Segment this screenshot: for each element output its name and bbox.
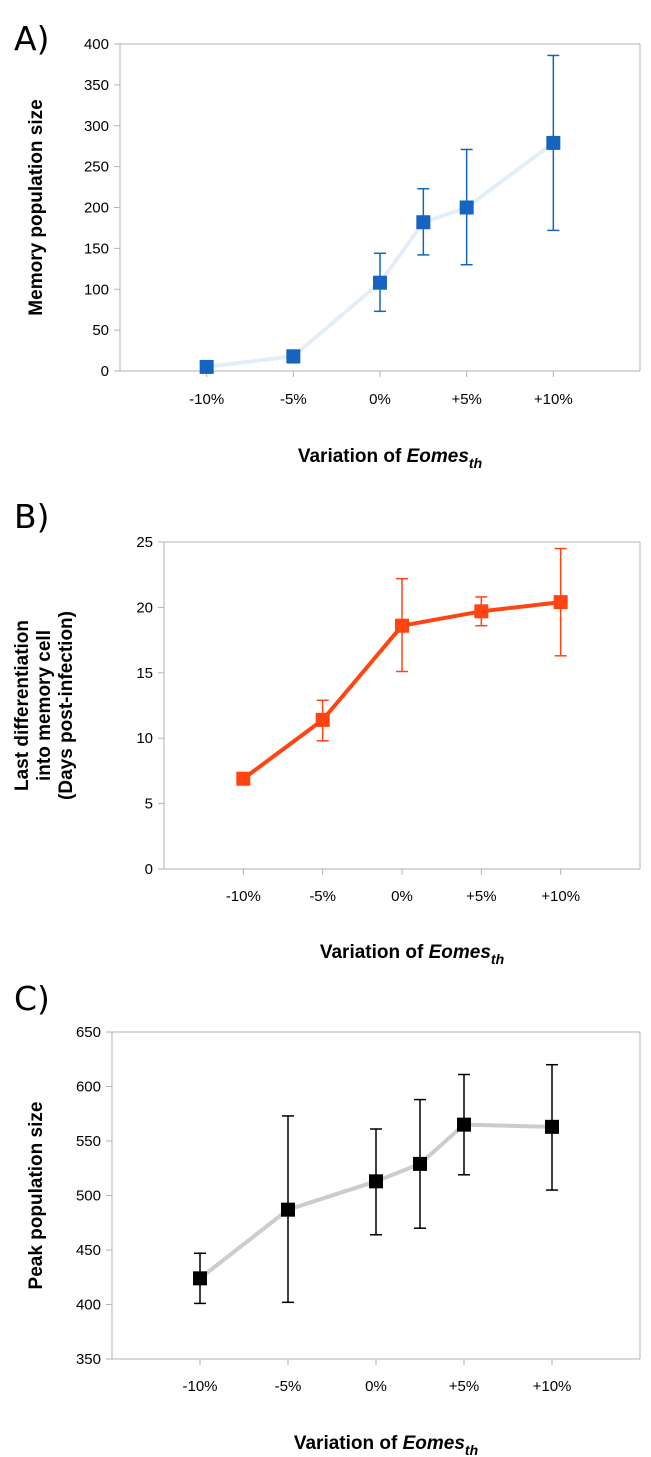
y-tick-label: 0 <box>145 861 153 878</box>
x-tick-label: +10% <box>541 888 580 905</box>
data-point <box>553 595 568 610</box>
y-tick-label: 350 <box>84 77 109 94</box>
x-tick-label: +10% <box>533 1378 572 1395</box>
data-point <box>236 771 251 786</box>
y-tick-label: 150 <box>84 240 109 257</box>
x-axis-title-text: Variation of <box>294 1433 403 1454</box>
y-tick-label: 50 <box>92 322 109 339</box>
y-tick-label: 250 <box>84 159 109 176</box>
y-tick-label: 15 <box>136 665 153 682</box>
data-point <box>546 135 561 150</box>
y-tick-label: 400 <box>84 36 109 53</box>
x-axis-title-subscript: th <box>469 455 482 471</box>
x-tick-label: +5% <box>451 391 481 408</box>
x-tick-label: +10% <box>534 391 573 408</box>
data-point <box>286 349 301 364</box>
data-point <box>457 1117 471 1132</box>
data-point <box>199 359 214 374</box>
data-point <box>395 618 409 633</box>
y-tick-label: 100 <box>84 281 109 298</box>
y-tick-label: 350 <box>76 1351 101 1368</box>
y-tick-label: 500 <box>76 1188 101 1205</box>
y-tick-label: 5 <box>145 796 153 813</box>
x-axis-title-subscript: th <box>465 1442 478 1457</box>
y-axis-title-line: into memory cell <box>34 630 55 781</box>
x-tick-label: +5% <box>449 1378 479 1395</box>
x-tick-label: -5% <box>275 1378 302 1395</box>
x-tick-label: +5% <box>466 888 496 905</box>
x-tick-label: -5% <box>280 391 307 408</box>
panel-letter: A) <box>14 19 49 58</box>
panel-letter: B) <box>14 497 50 536</box>
data-point <box>193 1271 207 1286</box>
x-axis-title-text: Variation of <box>298 446 407 467</box>
y-tick-label: 25 <box>136 534 153 551</box>
data-point <box>545 1119 559 1134</box>
x-axis-title: Variation of Eomesth <box>320 942 504 967</box>
data-point <box>416 215 431 230</box>
chart-panel-c: C) 350 400 450 500 550 600 650 -10% -5% 0% +5% +10% V… <box>14 979 641 1457</box>
y-axis-title-line: Memory population size <box>26 99 47 315</box>
y-tick-label: 600 <box>76 1079 101 1096</box>
x-axis-title-italic: Eomes <box>429 942 491 963</box>
y-tick-label: 0 <box>101 363 109 380</box>
x-axis-title-italic: Eomes <box>403 1433 465 1454</box>
data-point <box>315 712 330 727</box>
x-axis-title: Variation of Eomesth <box>294 1433 478 1457</box>
series-line <box>198 1122 553 1280</box>
data-point <box>373 275 387 290</box>
x-tick-label: -10% <box>189 391 224 408</box>
y-tick-label: 300 <box>84 118 109 135</box>
x-tick-label: -5% <box>309 888 336 905</box>
y-tick-label: 650 <box>76 1024 101 1041</box>
data-point <box>413 1156 427 1171</box>
x-axis-title-italic: Eomes <box>407 446 469 467</box>
y-tick-label: 450 <box>76 1242 101 1259</box>
x-tick-label: -10% <box>226 888 261 905</box>
y-axis-title-line: Peak population size <box>26 1102 47 1290</box>
data-point <box>459 200 474 215</box>
panel-letter: C) <box>14 979 50 1018</box>
y-tick-label: 10 <box>136 730 153 747</box>
x-axis-title: Variation of Eomesth <box>298 446 482 471</box>
x-tick-label: -10% <box>182 1378 217 1395</box>
x-tick-label: 0% <box>391 888 413 905</box>
chart-panel-b: B) 0 5 10 15 20 25 -10% -5% 0% +5% +10% Variation of… <box>12 497 641 967</box>
data-point <box>474 604 489 619</box>
y-tick-label: 20 <box>136 599 153 616</box>
series-line <box>206 141 555 369</box>
y-tick-label: 400 <box>76 1297 101 1314</box>
data-point <box>369 1174 383 1189</box>
x-axis-title-subscript: th <box>491 951 504 967</box>
y-axis-title-line: (Days post-infection) <box>56 611 77 800</box>
x-tick-label: 0% <box>365 1378 387 1395</box>
x-axis-title-text: Variation of <box>320 942 429 963</box>
y-tick-label: 550 <box>76 1133 101 1150</box>
data-point <box>281 1202 295 1217</box>
y-tick-label: 200 <box>84 200 109 217</box>
x-tick-label: 0% <box>369 391 391 408</box>
chart-panel-a: A) 0 50 100 150 200 250 300 350 400 -10% -5% 0% +5% +1… <box>14 19 641 471</box>
y-axis-title-line: Last differentiation <box>12 620 33 791</box>
